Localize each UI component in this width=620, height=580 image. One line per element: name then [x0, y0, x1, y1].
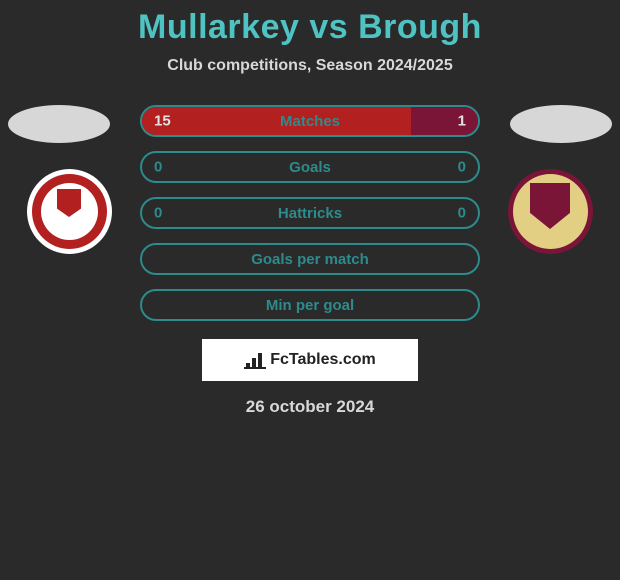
comparison-stage: 15 1 Matches 0 0 Goals 0 0 Hattricks Goals per ma… [0, 99, 620, 321]
club-badge-right [508, 169, 593, 254]
fctables-logo: FcTables.com [202, 339, 418, 381]
stat-fill-right [411, 107, 478, 135]
stat-value-left: 15 [154, 113, 171, 130]
stat-label: Min per goal [266, 297, 354, 314]
page-subtitle: Club competitions, Season 2024/2025 [0, 57, 620, 75]
stat-value-right: 0 [458, 205, 466, 222]
stat-value-left: 0 [154, 159, 162, 176]
stat-bar: Min per goal [140, 289, 480, 321]
date-text: 26 october 2024 [0, 397, 620, 417]
club-badge-left [27, 169, 112, 254]
bar-chart-icon [244, 351, 266, 369]
player-ellipse-left [8, 105, 110, 143]
stat-label: Goals [289, 159, 331, 176]
stat-bar: 0 0 Hattricks [140, 197, 480, 229]
root: Mullarkey vs Brough Club competitions, S… [0, 0, 620, 417]
stat-bar: 0 0 Goals [140, 151, 480, 183]
stat-value-right: 0 [458, 159, 466, 176]
stat-value-right: 1 [458, 113, 466, 130]
stat-value-left: 0 [154, 205, 162, 222]
stat-fill-left [142, 107, 411, 135]
player-ellipse-right [510, 105, 612, 143]
page-title: Mullarkey vs Brough [0, 8, 620, 47]
stat-bar: 15 1 Matches [140, 105, 480, 137]
stat-label: Hattricks [278, 205, 342, 222]
logo-text: FcTables.com [270, 351, 376, 369]
stat-bars: 15 1 Matches 0 0 Goals 0 0 Hattricks Goals per ma… [140, 99, 480, 321]
stat-label: Goals per match [251, 251, 369, 268]
stat-label: Matches [280, 113, 340, 130]
stat-bar: Goals per match [140, 243, 480, 275]
